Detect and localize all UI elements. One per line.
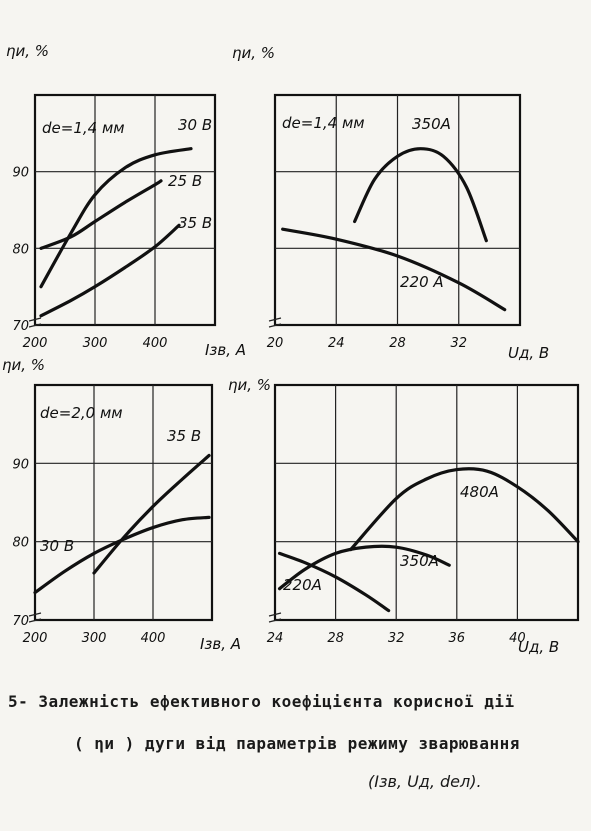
axis-break-mark: [28, 612, 42, 623]
series-line-1: [39, 147, 193, 289]
series-label: 350A: [400, 552, 439, 570]
y-tick-label: 70: [12, 614, 29, 629]
series-line-3: [277, 551, 391, 613]
x-tick-label: 32: [388, 631, 405, 646]
series-label: 480A: [460, 483, 499, 501]
series-label: 350A: [412, 115, 451, 133]
y-axis-label: ηи, %: [228, 376, 271, 394]
x-tick-label: 32: [450, 336, 467, 351]
plot-frame: [273, 383, 580, 622]
electrode-diameter-annotation: de=2,0 мм: [40, 404, 123, 422]
x-tick-label: 200: [23, 336, 48, 351]
y-tick-label: 90: [12, 166, 29, 181]
x-tick-label: 28: [327, 631, 344, 646]
series-label: 220 A: [400, 273, 444, 291]
x-tick-label: 300: [83, 336, 108, 351]
series-line-2: [277, 544, 451, 591]
y-tick-label: 80: [12, 536, 29, 551]
y-tick-label: 90: [12, 457, 29, 472]
caption-line-2: ( ηи ) дуги від параметрів режиму зварюв…: [74, 734, 520, 753]
x-axis-label: Uд, B: [518, 638, 559, 656]
caption-line-3: (Iзв, Uд, dел).: [368, 772, 482, 791]
series-line-1: [349, 467, 580, 552]
y-tick-label: 70: [12, 319, 29, 334]
chart-bottom-left: 200 300 400 70 80 90 ηи, % Iзв, A de=2,0 мм 35 B 3…: [2, 356, 241, 653]
x-tick-label: 200: [23, 631, 48, 646]
plot-frame: [33, 93, 217, 327]
series-line-1: [92, 453, 211, 575]
x-tick-label: 40: [509, 631, 526, 646]
series-label: 35 B: [178, 214, 212, 232]
series-label: 35 B: [167, 427, 201, 445]
series-line-2: [33, 515, 211, 595]
series-line-2: [39, 179, 163, 250]
electrode-diameter-annotation: de=1,4 мм: [282, 114, 365, 132]
axis-break-mark: [268, 612, 282, 623]
series-label: 220A: [283, 576, 322, 594]
axis-break-mark: [28, 317, 42, 328]
x-tick-label: 300: [82, 631, 107, 646]
x-axis-label: Iзв, A: [200, 635, 241, 653]
series-line-3: [39, 223, 181, 318]
x-axis-label: Uд, B: [508, 344, 549, 362]
chart-top-right: 20 24 28 32 ηи, % Uд, B de=1,4 мм 350A 220 A: [232, 44, 549, 362]
plot-frame: [33, 383, 214, 622]
x-tick-label: 400: [141, 631, 166, 646]
x-tick-label: 28: [389, 336, 406, 351]
y-axis-label: ηи, %: [2, 356, 45, 374]
x-tick-label: 24: [328, 336, 345, 351]
y-axis-label: ηи, %: [232, 44, 275, 62]
x-tick-label: 400: [143, 336, 168, 351]
chart-bottom-right: 24 28 32 36 40 ηи, % Uд, B 480A 350A 220A: [228, 376, 580, 656]
electrode-diameter-annotation: de=1,4 мм: [42, 119, 125, 137]
x-tick-label: 24: [267, 631, 284, 646]
axis-break-mark: [268, 317, 282, 328]
series-label: 30 B: [40, 537, 74, 555]
chart-top-left: 200 300 400 70 80 90 ηи, % Iзв, A de=1,4 мм 30 B 2…: [6, 42, 246, 359]
x-tick-label: 20: [267, 336, 284, 351]
series-line-2: [281, 227, 507, 312]
x-axis-label: Iзв, A: [205, 341, 246, 359]
y-tick-label: 80: [12, 242, 29, 257]
series-label: 25 B: [168, 172, 202, 190]
y-axis-label: ηи, %: [6, 42, 49, 60]
series-line-1: [353, 147, 488, 243]
caption-line-1: 5- Залежність ефективного коефіцієнта ко…: [8, 692, 515, 711]
series-label: 30 B: [178, 116, 212, 134]
x-tick-label: 36: [449, 631, 466, 646]
